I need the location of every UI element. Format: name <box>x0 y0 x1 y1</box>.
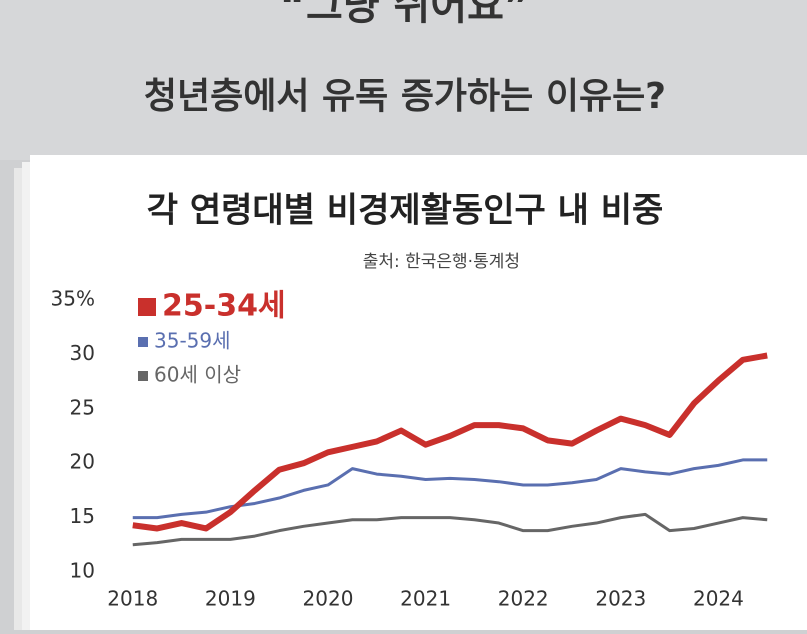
x-tick-label: 2019 <box>205 587 256 611</box>
header-question: 청년층에서 유독 증가하는 이유는? <box>144 76 666 117</box>
x-tick-label: 2021 <box>400 587 451 611</box>
y-tick-label: 15 <box>70 504 95 528</box>
line <box>132 512 768 547</box>
y-tick-label: 35% <box>51 287 95 311</box>
chart-title: 각 연령대별 비경제활동인구 내 비중 <box>147 191 664 231</box>
x-tick-label: 2023 <box>595 587 646 611</box>
header-bg <box>0 0 807 160</box>
legend-swatch <box>138 298 156 316</box>
legend-label: 60세 이상 <box>154 363 241 387</box>
x-tick-label: 2020 <box>303 587 354 611</box>
x-tick-label: 2018 <box>107 587 158 611</box>
legend-swatch <box>138 371 148 381</box>
x-tick-label: 2024 <box>693 587 744 611</box>
header-quote: “그냥 쉬어요” <box>280 0 531 29</box>
x-tick-label: 2022 <box>498 587 549 611</box>
y-tick-label: 20 <box>70 450 95 474</box>
legend-swatch <box>138 337 148 347</box>
legend-label: 25-34세 <box>162 289 286 324</box>
legend-label: 35-59세 <box>154 329 231 353</box>
line <box>132 352 768 532</box>
card <box>30 155 807 634</box>
y-tick-label: 30 <box>70 341 95 365</box>
y-tick-label: 25 <box>70 395 95 419</box>
chart-source: 출처: 한국은행·통계청 <box>363 252 520 272</box>
y-tick-label: 10 <box>70 559 95 583</box>
